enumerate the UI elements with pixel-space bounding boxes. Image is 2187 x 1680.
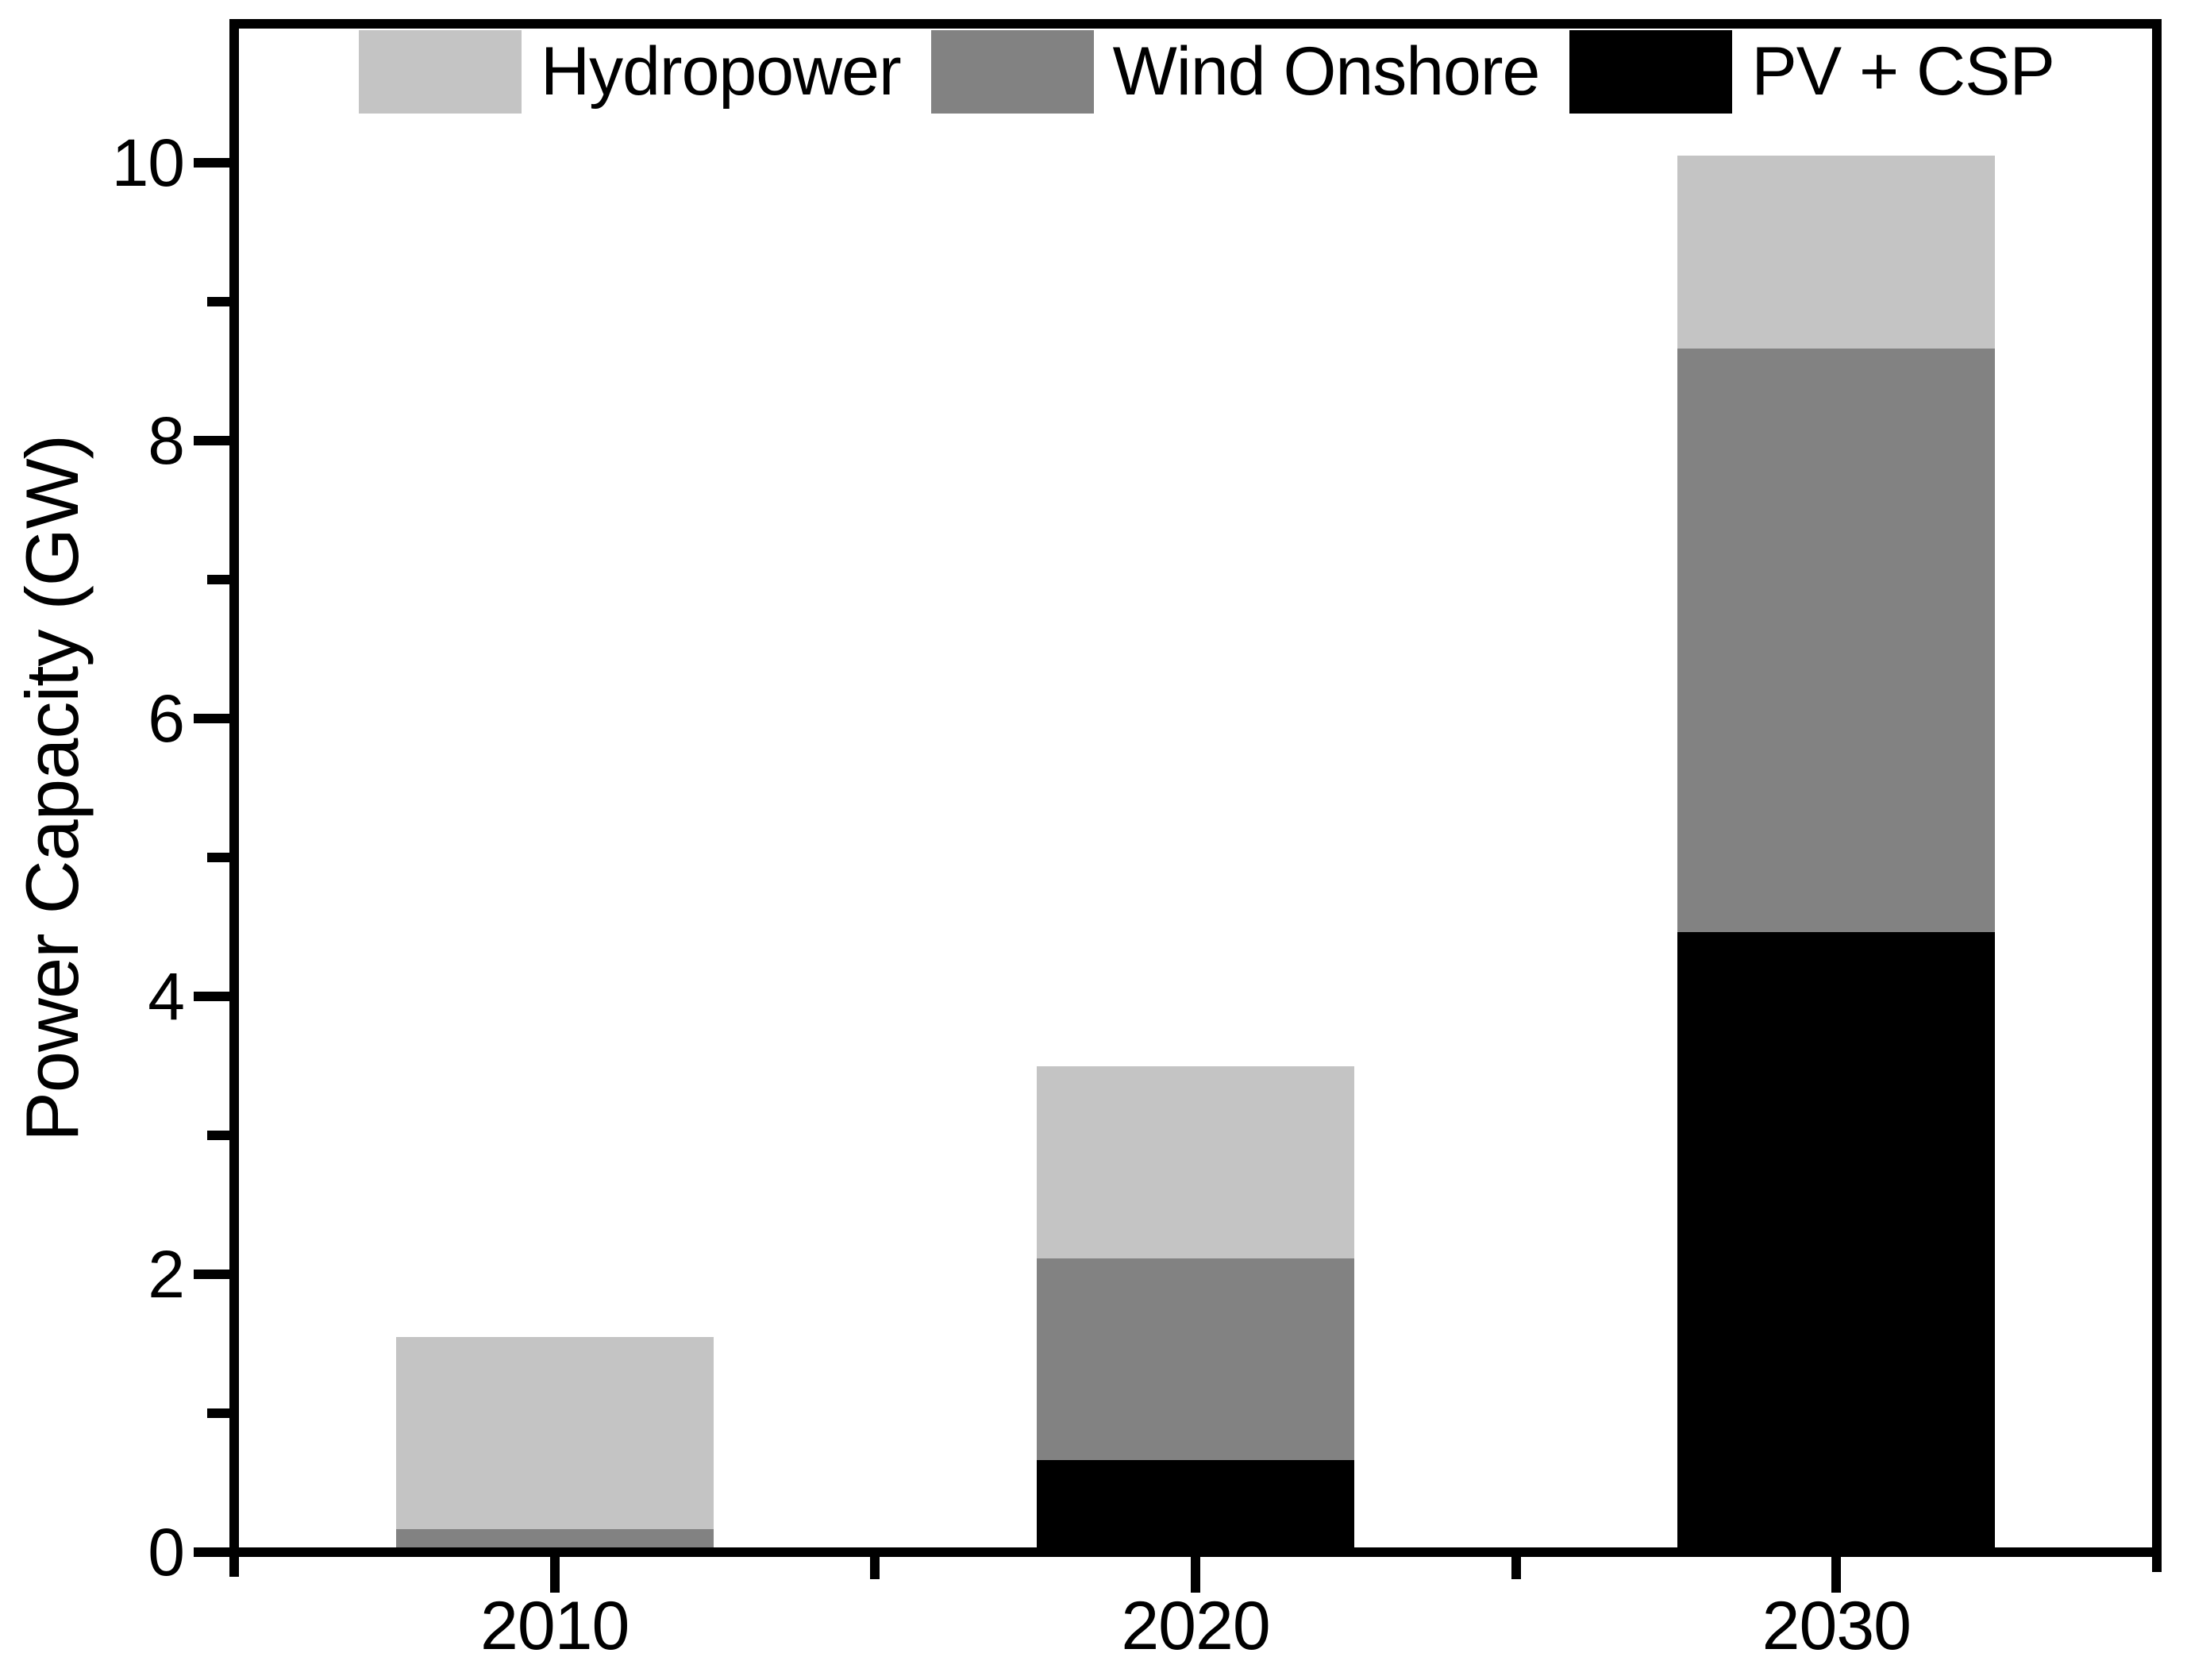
y-major-tick-10 — [194, 158, 229, 168]
legend-swatch-wind-onshore — [930, 30, 1094, 114]
legend-entry-wind-onshore: Wind Onshore — [930, 30, 1570, 114]
y-major-tick-0 — [194, 1547, 229, 1557]
legend-label-hydropower: Hydropower — [541, 33, 902, 110]
y-tick-label-4: 4 — [148, 959, 185, 1034]
x-tick-label-2030: 2030 — [1762, 1588, 1912, 1664]
x-major-tick-2020 — [1191, 1557, 1200, 1593]
plot-frame-right — [2152, 19, 2162, 1572]
bar-segment-pv-csp-2020 — [1037, 1455, 1354, 1557]
bar-segment-wind-onshore-2020 — [1037, 1253, 1354, 1460]
legend-swatch-hydropower — [359, 30, 522, 114]
legend-entry-pv-csp: PV + CSP — [1569, 30, 2085, 114]
x-tick-label-2020: 2020 — [1121, 1588, 1270, 1664]
legend-entry-hydropower: Hydropower — [359, 30, 931, 114]
bar-segment-hydropower-2030 — [1677, 156, 1996, 349]
legend-swatch-pv-csp — [1569, 30, 1733, 114]
y-tick-label-6: 6 — [148, 681, 185, 756]
y-major-tick-6 — [194, 714, 229, 723]
y-tick-label-8: 8 — [148, 403, 185, 478]
legend-label-pv-csp: PV + CSP — [1751, 33, 2055, 110]
y-tick-label-0: 0 — [148, 1515, 185, 1589]
y-tick-label-2: 2 — [148, 1237, 185, 1312]
x-major-tick-2010 — [549, 1557, 560, 1593]
x-minor-tick-2 — [1511, 1557, 1521, 1579]
y-minor-tick-5 — [207, 853, 229, 862]
y-major-tick-2 — [194, 1270, 229, 1279]
x-axis-line — [229, 1547, 2162, 1557]
legend-label-wind-onshore: Wind Onshore — [1112, 33, 1541, 110]
y-minor-tick-1 — [207, 1408, 229, 1418]
y-tick-label-10: 10 — [111, 125, 185, 200]
bar-segment-hydropower-2020 — [1037, 1065, 1354, 1258]
bar-segment-wind-onshore-2030 — [1677, 343, 1996, 932]
y-axis-line — [229, 19, 239, 1577]
bar-segment-hydropower-2010 — [395, 1336, 714, 1529]
y-minor-tick-9 — [207, 297, 229, 306]
legend: Hydropower Wind Onshore PV + CSP — [359, 30, 2085, 114]
y-major-tick-4 — [194, 992, 229, 1001]
y-minor-tick-7 — [207, 575, 229, 584]
y-minor-tick-3 — [207, 1131, 229, 1140]
bar-segment-pv-csp-2030 — [1677, 927, 1996, 1557]
x-minor-tick-1 — [870, 1557, 880, 1579]
plot-frame-top — [229, 19, 2162, 29]
x-tick-label-2010: 2010 — [479, 1588, 630, 1664]
y-major-tick-8 — [194, 436, 229, 445]
x-major-tick-2030 — [1831, 1557, 1842, 1593]
